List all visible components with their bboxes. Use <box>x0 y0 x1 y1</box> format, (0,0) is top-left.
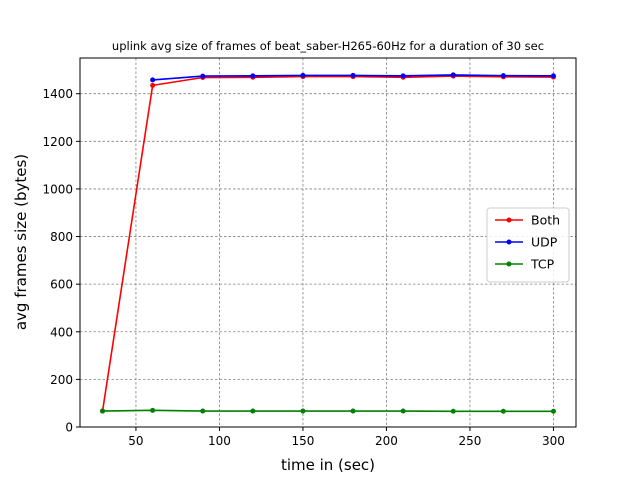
data-point-tcp <box>150 407 156 413</box>
legend-label: TCP <box>530 257 555 272</box>
data-point-both <box>150 82 156 88</box>
data-point-tcp <box>300 408 306 414</box>
x-axis-label: time in (sec) <box>281 456 375 474</box>
y-tick-label: 200 <box>50 373 73 387</box>
y-tick-label: 1400 <box>42 87 73 101</box>
legend: Both UDP TCP <box>486 207 570 283</box>
data-point-tcp <box>450 408 456 414</box>
y-tick-label: 600 <box>50 278 73 292</box>
y-axis-label: avg frames size (bytes) <box>12 154 30 330</box>
y-tick-label: 400 <box>50 325 73 339</box>
chart-title: uplink avg size of frames of beat_saber-… <box>112 39 544 53</box>
y-tick-label: 0 <box>65 421 73 435</box>
data-point-tcp <box>400 408 406 414</box>
legend-entry-both: Both <box>495 213 560 228</box>
axis-ticks: 50 100 150 200 250 300 0 200 400 600 800 1000 1200 14… <box>42 87 564 448</box>
x-tick-label: 50 <box>128 434 143 448</box>
legend-label: UDP <box>531 235 558 250</box>
series-tcp <box>100 407 556 414</box>
legend-swatch-marker <box>506 261 512 267</box>
plot-frame <box>79 57 577 428</box>
x-tick-label: 300 <box>542 434 565 448</box>
data-point-udp <box>250 73 256 79</box>
data-point-tcp <box>550 408 556 414</box>
data-point-udp <box>450 72 456 78</box>
series-line-both <box>101 75 554 412</box>
data-point-tcp <box>100 408 106 414</box>
series-lines <box>100 72 556 414</box>
legend-label: Both <box>531 213 560 228</box>
grid <box>80 58 576 428</box>
data-point-tcp <box>500 408 506 414</box>
y-tick-label: 800 <box>50 230 73 244</box>
x-tick-label: 250 <box>458 434 481 448</box>
legend-swatch-marker <box>506 217 512 223</box>
series-udp <box>150 72 556 83</box>
data-point-udp <box>400 73 406 79</box>
legend-entry-tcp: TCP <box>495 257 555 272</box>
series-line-tcp <box>102 409 554 413</box>
data-point-udp <box>550 73 556 79</box>
data-point-tcp <box>250 408 256 414</box>
data-point-udp <box>200 73 206 79</box>
data-point-udp <box>300 72 306 78</box>
data-point-tcp <box>200 408 206 414</box>
x-tick-label: 200 <box>375 434 398 448</box>
data-point-udp <box>350 72 356 78</box>
y-tick-label: 1000 <box>42 182 73 196</box>
data-point-udp <box>150 77 156 83</box>
legend-swatch-marker <box>506 239 512 245</box>
x-tick-label: 100 <box>208 434 231 448</box>
y-tick-label: 1200 <box>42 135 73 149</box>
x-tick-label: 150 <box>291 434 314 448</box>
data-point-tcp <box>350 408 356 414</box>
data-point-udp <box>500 73 506 79</box>
legend-entry-udp: UDP <box>495 235 558 250</box>
